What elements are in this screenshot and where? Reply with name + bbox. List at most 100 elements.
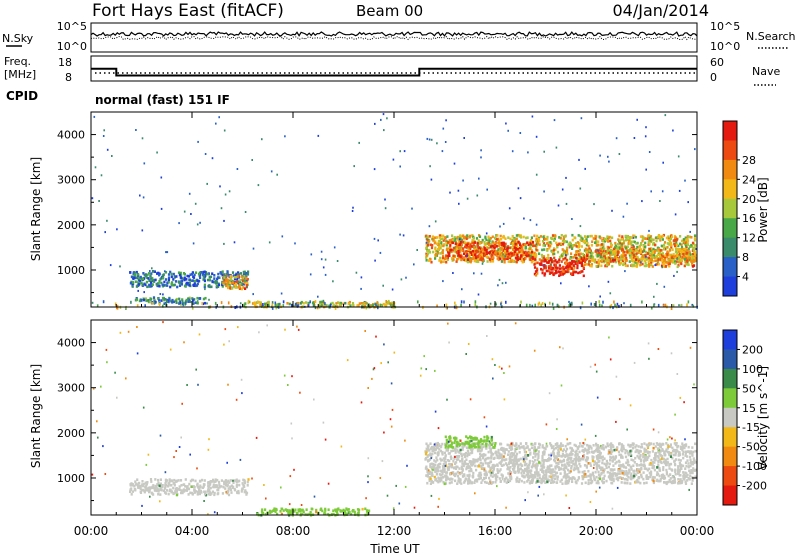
power-cell [483,249,486,252]
velocity-cell [181,491,184,495]
velocity-cell [647,477,650,480]
velocity-cell [245,493,248,496]
velocity-cell [198,485,201,489]
power-cell [691,257,694,261]
power-cell [672,304,675,308]
velocity-cell [353,510,356,514]
power-cell [462,234,465,237]
power-cell [535,223,538,226]
power-cell [405,276,407,279]
power-cell [425,246,428,249]
power-cell [537,237,540,241]
power-cell [607,258,610,262]
velocity-cell [556,458,559,461]
velocity-cell [625,469,628,473]
power-cell [426,252,430,255]
velocity-cell [358,508,361,512]
velocity-cell [666,447,669,450]
power-cell [692,256,695,260]
power-cell [521,246,524,250]
velocity-cell [438,466,441,469]
power-cell [511,150,514,153]
power-cell [515,260,518,264]
power-cell [674,256,677,260]
velocity-cell [669,455,673,458]
velocity-cell [480,481,483,484]
power-cell [355,271,358,274]
velocity-cell [595,475,598,479]
velocity-cell [621,465,624,468]
velocity-cell [677,472,680,475]
power-cell [464,243,467,247]
power-cell [663,241,667,244]
velocity-cell [598,475,602,478]
velocity-cell [501,474,504,477]
power-cell [609,260,612,263]
velocity-cell [508,459,511,463]
power-cell [667,235,670,238]
power-cell [149,297,152,300]
power-cell [257,184,260,187]
velocity-cell [598,464,601,467]
power-cell [677,264,680,267]
power-cell [383,129,385,132]
power-cell [245,279,248,283]
power-cell [167,276,171,279]
power-cell [559,273,562,277]
power-cell [556,303,559,307]
beam-label: Beam 00 [356,2,423,20]
velocity-cell [327,508,330,511]
velocity-cell [585,466,588,469]
power-cell [651,238,654,242]
noise-tick-left-top: 10^5 [57,20,87,33]
velocity-cell [677,478,680,481]
power-cell [447,248,451,252]
power-cell [148,283,151,287]
power-cell [566,268,569,272]
power-cell [681,249,684,253]
power-cell [439,237,443,241]
power-cell [202,297,205,301]
power-cell [609,254,612,257]
power-cell [261,138,263,141]
power-cell [571,238,574,242]
power-cell [648,229,650,232]
power-cell [550,267,553,271]
power-cell [337,301,340,304]
power-cell [474,300,477,304]
velocity-cell [538,443,541,446]
power-cell [140,281,143,284]
velocity-cell [626,458,629,462]
power-cell [496,234,499,237]
velocity-cell [198,492,201,496]
power-cell [194,279,197,283]
velocity-cell [176,488,179,492]
velocity-cell [210,492,213,495]
velocity-cell [466,474,469,477]
power-cell [507,250,510,253]
power-cell [623,251,626,254]
power-cell [462,258,465,261]
power-cell [577,253,581,256]
power-cell [316,306,319,310]
power-cell [515,248,518,251]
power-cell [651,259,654,263]
power-cell [427,240,430,244]
velocity-cell [190,485,194,488]
power-cell [471,257,474,260]
power-cell [613,300,615,304]
velocity-cell [443,468,446,471]
power-cell [582,274,585,278]
velocity-cell [184,478,187,481]
velocity-data [91,321,697,517]
velocity-cell [164,478,167,482]
velocity-cell [472,458,475,461]
velocity-cell [342,508,345,512]
power-cell [169,285,172,289]
velocity-cell [563,472,566,475]
power-cell [626,245,629,248]
power-cell [694,259,697,263]
velocity-cell [490,452,493,455]
velocity-cell [622,470,625,473]
